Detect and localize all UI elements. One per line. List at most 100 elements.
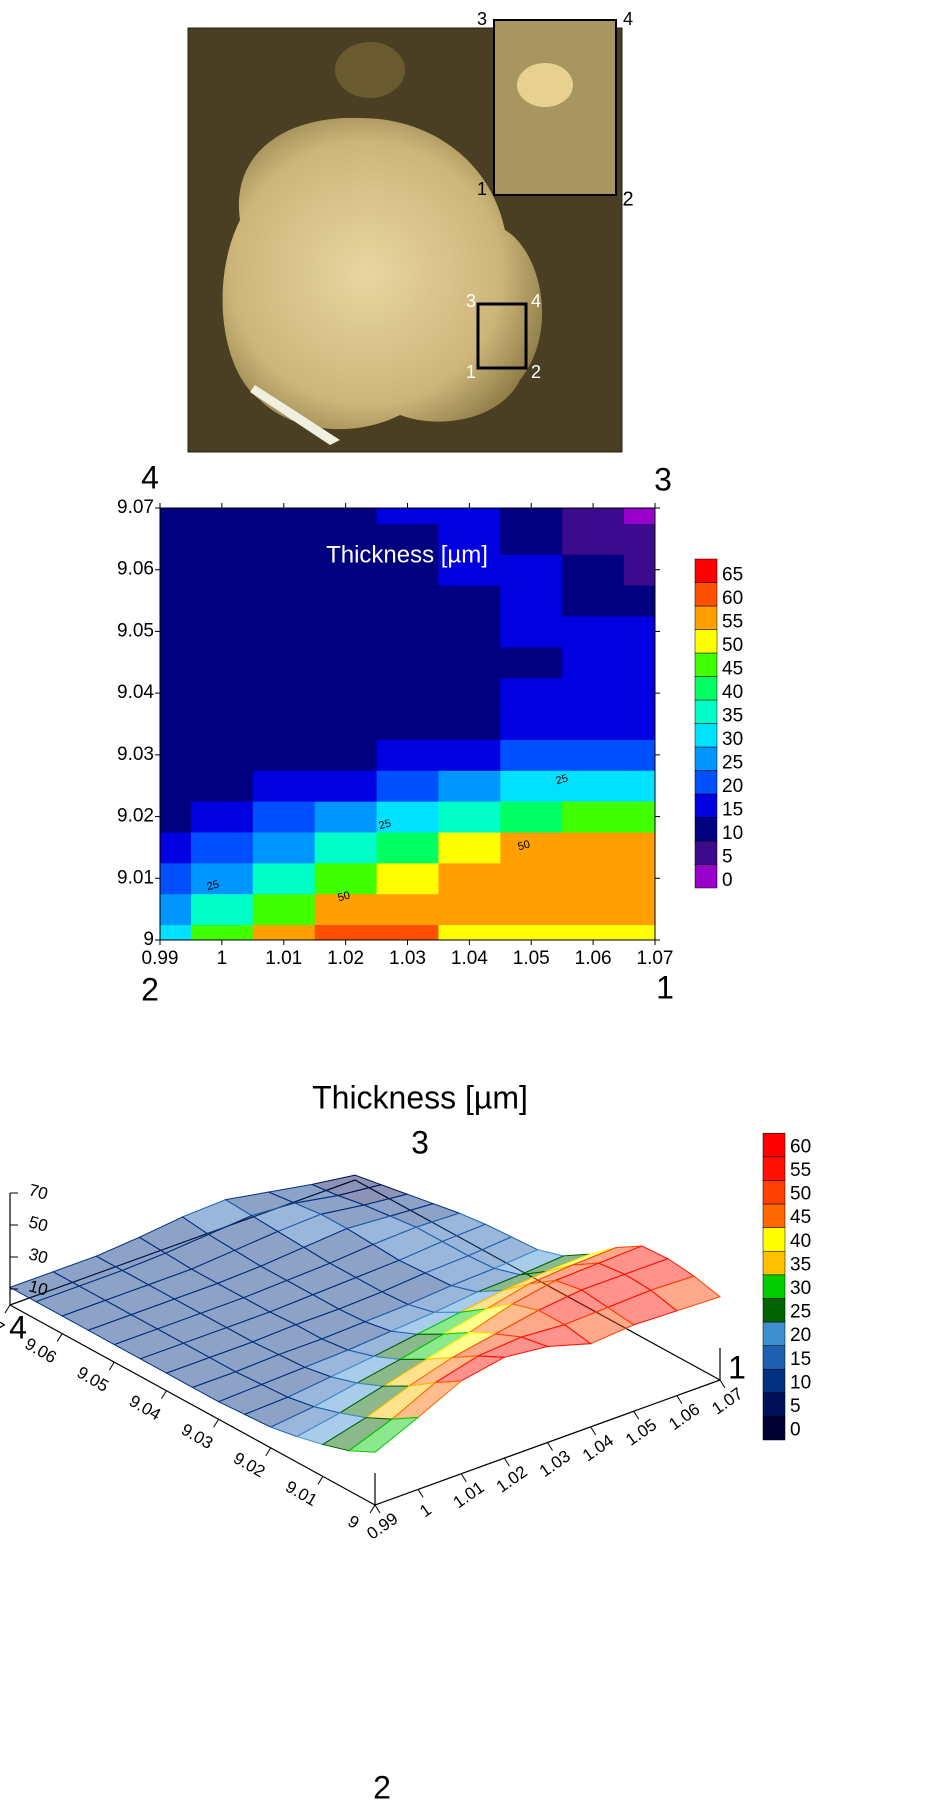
contour-cell [500,770,563,802]
photo-specimen [222,117,543,430]
contour-cell [376,801,439,833]
y-tick-label: 9.02 [230,1448,268,1481]
y-tick-label: 9.03 [178,1420,216,1453]
colorbar-swatch [694,770,718,795]
x-tick-label: 1.07 [708,1384,746,1419]
contour-cell [376,770,439,802]
x-tick-label: 1.02 [493,1462,531,1497]
corner-label: 2 [141,971,159,1007]
y-tick-label: 9 [345,1512,363,1533]
contour-cell [376,616,439,648]
contour-cell [314,616,378,648]
corner-label: 3 [411,1124,429,1160]
colorbar-label: 5 [722,846,733,867]
x-tick [719,1379,726,1389]
contour-cell [624,616,655,648]
contour-cell [624,508,655,524]
y-tick-label: 9.05 [117,620,154,641]
box-label: 2 [531,362,541,382]
contour-cell [252,832,316,864]
plot-title: Thickness [µm] [326,541,488,568]
contour-cell [438,770,501,802]
y-tick [56,1333,63,1342]
contour-cell [252,523,316,555]
x-tick [547,1442,553,1451]
contour-cell [500,862,563,895]
contour-cell [624,585,655,617]
contour-cell [376,708,439,740]
y-tick-label: 9.01 [282,1477,320,1510]
contour-cell [438,739,501,771]
colorbar-swatch [694,652,718,677]
inset-label: 4 [623,9,633,29]
contour-cell [160,893,192,926]
contour-cell [562,508,625,524]
x-tick-label: 1.04 [451,948,488,969]
contour-cell [376,893,439,926]
y-tick-label: 9.03 [117,744,154,765]
contour-cell [314,523,378,555]
colorbar-label: 10 [790,1372,811,1393]
plot-title: Thickness [µm] [312,1079,528,1115]
colorbar-swatch [694,817,718,842]
box-label: 1 [466,362,476,382]
colorbar-swatch [762,1250,786,1276]
x-tick [374,1504,381,1514]
colorbar-label: 35 [790,1254,811,1275]
contour-cell [562,677,625,710]
contour-cell [500,708,563,740]
contour-cell [438,801,501,833]
contour-cell [160,708,192,740]
x-tick-label: 0.99 [363,1509,401,1544]
photo-feature [335,42,405,98]
contour-cell [562,924,625,940]
contour-cell [190,924,254,940]
contour-cell [376,508,439,524]
box-edge [9,1179,356,1306]
contour-cell [500,616,563,648]
contour-cell [624,739,655,771]
contour-cell [314,585,378,617]
colorbar-label: 15 [790,1349,811,1370]
contour-cell [160,646,192,679]
contour-cell [314,924,378,940]
contour-cell [500,585,563,617]
x-tick-label: 1.01 [265,948,302,969]
contour-cell [562,708,625,740]
contour-cell [190,893,254,926]
y-tick-label: 9.06 [117,559,154,580]
contour-cell [500,801,563,833]
x-tick-label: 1.04 [579,1431,617,1466]
colorbar-swatch [762,1132,786,1158]
contour-cell [376,523,439,555]
colorbar-label: 30 [790,1278,811,1299]
contour-cell [624,801,655,833]
contour-cell [252,616,316,648]
colorbar-label: 30 [722,729,743,750]
contour-cell [376,924,439,940]
contour-cell [562,801,625,833]
y-tick-label: 9.04 [126,1391,164,1424]
contour-cell [438,893,501,926]
contour-cell [190,708,254,740]
colorbar-label: 15 [722,799,743,820]
contour-cell [160,508,192,524]
contour-cell [314,770,378,802]
contour-cell [252,924,316,940]
inset-feature [517,63,573,107]
y-tick-label: 9.01 [117,867,154,888]
contour-cell [252,554,316,586]
y-tick-label: 9 [143,929,154,950]
contour-cell [624,677,655,710]
x-tick [503,1457,510,1467]
contour-cell [562,893,625,926]
colorbar-swatch [762,1227,786,1252]
contour-cell [562,832,625,864]
contour-cell [624,832,655,864]
x-tick-label: 1.05 [622,1415,660,1450]
colorbar-swatch [762,1298,786,1323]
contour-cell [624,893,655,926]
contour-cell [438,616,501,648]
